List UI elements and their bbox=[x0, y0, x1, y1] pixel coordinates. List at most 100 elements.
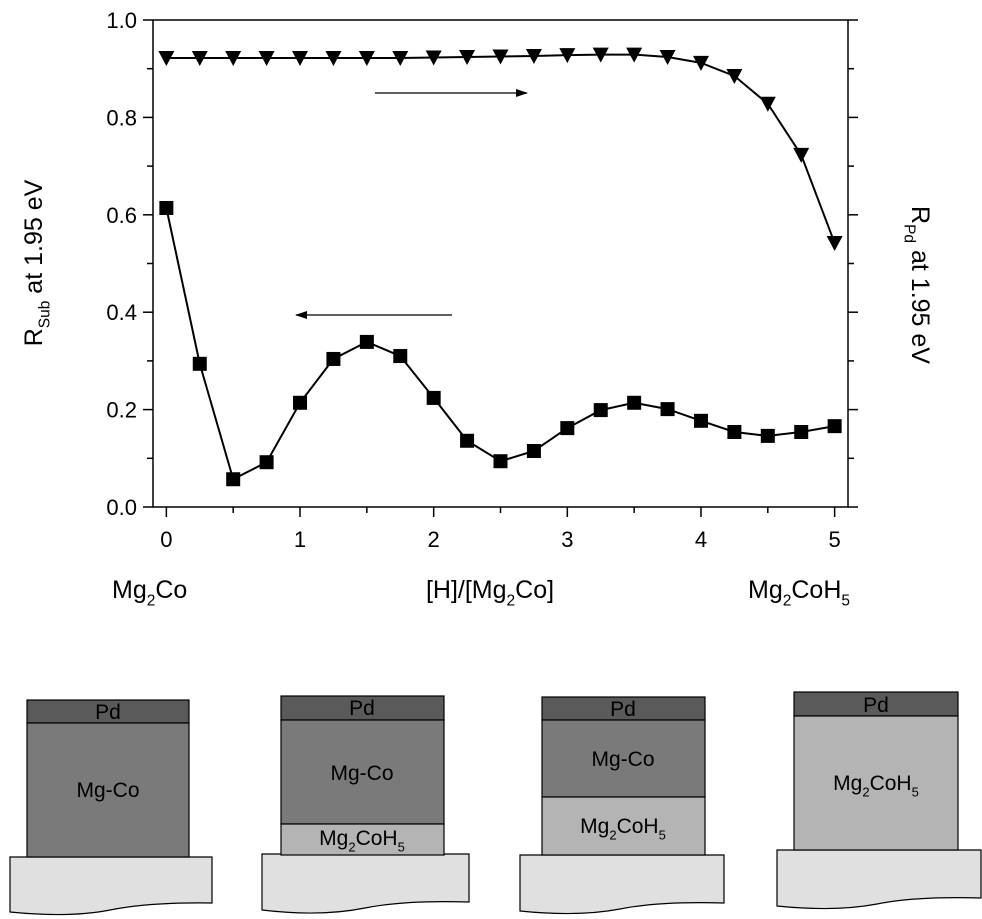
data-point bbox=[692, 55, 709, 71]
data-point bbox=[525, 49, 542, 65]
data-point bbox=[726, 69, 743, 85]
text-part: Pd bbox=[610, 698, 636, 721]
data-point bbox=[460, 433, 475, 448]
text-part: Co] bbox=[515, 576, 554, 604]
layer-label: Pd bbox=[349, 697, 375, 720]
data-point bbox=[359, 334, 374, 349]
text-part: 5 bbox=[659, 827, 666, 842]
data-point bbox=[258, 50, 275, 66]
layer-label: Mg2CoH5 bbox=[833, 772, 919, 799]
text-part: Mg bbox=[319, 827, 348, 850]
text-part: 5 bbox=[912, 784, 919, 799]
text-part: 2 bbox=[348, 839, 355, 854]
text-part: CoH bbox=[870, 772, 912, 795]
y-tick-label: 0.6 bbox=[106, 203, 137, 228]
data-point bbox=[794, 425, 809, 440]
layer-label: Mg2CoH5 bbox=[580, 815, 666, 842]
layer-label: Pd bbox=[863, 694, 889, 717]
text-part: 5 bbox=[841, 593, 850, 610]
layer bbox=[541, 796, 706, 856]
text-part: R bbox=[20, 328, 48, 346]
x-tick-label: 2 bbox=[428, 527, 440, 552]
data-point bbox=[393, 349, 408, 364]
x-end-label: Mg2CoH5 bbox=[748, 576, 850, 610]
text-part: 2 bbox=[147, 593, 156, 610]
data-point bbox=[191, 50, 208, 66]
layer-label: Mg-Co bbox=[330, 762, 393, 785]
text-part: Pd bbox=[95, 701, 121, 724]
data-point bbox=[158, 50, 175, 66]
data-point bbox=[493, 454, 508, 469]
x-tick-label: 1 bbox=[294, 527, 306, 552]
layer bbox=[541, 719, 706, 798]
text-part: Mg bbox=[112, 576, 147, 604]
data-point bbox=[660, 402, 675, 417]
layer-label: Mg-Co bbox=[591, 748, 654, 771]
data-point bbox=[826, 236, 843, 252]
text-part: 2 bbox=[609, 827, 616, 842]
data-point bbox=[727, 425, 742, 440]
layer bbox=[793, 691, 959, 717]
x-axis-label: [H]/[Mg2Co] bbox=[426, 576, 554, 610]
data-point bbox=[492, 49, 509, 65]
data-point bbox=[326, 351, 341, 366]
data-point bbox=[259, 455, 274, 470]
y-tick-label: 0.0 bbox=[106, 495, 137, 520]
x-tick-label: 3 bbox=[561, 527, 573, 552]
data-point bbox=[225, 50, 242, 66]
data-point bbox=[226, 472, 241, 487]
text-part: at 1.95 eV bbox=[906, 243, 934, 364]
data-point bbox=[292, 50, 309, 66]
text-part: Mg-Co bbox=[330, 762, 393, 785]
layer-label: Pd bbox=[95, 701, 121, 724]
y-axis-label: RSub at 1.95 eV bbox=[20, 179, 54, 346]
x-tick-label: 0 bbox=[160, 527, 172, 552]
substrate bbox=[261, 853, 470, 914]
data-point bbox=[759, 96, 776, 112]
chart: RSub at 1.95 eV RPd at 1.95 eV [H]/[Mg2C… bbox=[20, 8, 934, 610]
data-point bbox=[693, 413, 708, 428]
text-part: 2 bbox=[783, 593, 792, 610]
layer-diagram: Pd Mg-Co Pd Mg-Co Mg2CoH5 Pd Mg-Co Mg2Co… bbox=[9, 691, 982, 916]
y-tick-label: 0.4 bbox=[106, 300, 137, 325]
x-tick-label: 5 bbox=[829, 527, 841, 552]
text-part: Mg-Co bbox=[591, 748, 654, 771]
y2-axis-label: RPd at 1.95 eV bbox=[901, 206, 935, 364]
text-part: CoH bbox=[356, 827, 398, 850]
data-point bbox=[325, 50, 342, 66]
y-tick-label: 0.2 bbox=[106, 398, 137, 423]
text-part: Pd bbox=[863, 694, 889, 717]
data-point bbox=[627, 395, 642, 410]
data-point bbox=[793, 147, 810, 163]
data-point bbox=[659, 50, 676, 66]
text-part: Mg-Co bbox=[76, 779, 139, 802]
text-part: 2 bbox=[507, 593, 516, 610]
text-part: 5 bbox=[398, 839, 405, 854]
data-point bbox=[593, 403, 608, 418]
text-part: Co bbox=[155, 576, 187, 604]
layer bbox=[280, 719, 445, 825]
text-part: Pd bbox=[349, 697, 375, 720]
data-point bbox=[626, 47, 643, 63]
x-tick-label: 4 bbox=[695, 527, 707, 552]
data-point bbox=[159, 200, 174, 215]
x-end-label: Mg2Co bbox=[112, 576, 187, 610]
data-point bbox=[192, 356, 207, 371]
substrate bbox=[519, 854, 725, 915]
data-point bbox=[559, 48, 576, 64]
text-part: 2 bbox=[862, 784, 869, 799]
text-part: at 1.95 eV bbox=[20, 179, 48, 300]
data-point bbox=[425, 50, 442, 66]
layer-label: Mg2CoH5 bbox=[319, 827, 405, 854]
data-point bbox=[293, 395, 308, 410]
layer-label: Pd bbox=[610, 698, 636, 721]
y-tick-label: 0.8 bbox=[106, 105, 137, 130]
data-point bbox=[392, 50, 409, 66]
text-part: Pd bbox=[901, 224, 918, 243]
data-point bbox=[426, 390, 441, 405]
data-point bbox=[560, 421, 575, 436]
text-part: CoH bbox=[617, 815, 659, 838]
data-point bbox=[827, 419, 842, 434]
layer bbox=[793, 715, 959, 851]
y-tick-label: 1.0 bbox=[106, 8, 137, 33]
